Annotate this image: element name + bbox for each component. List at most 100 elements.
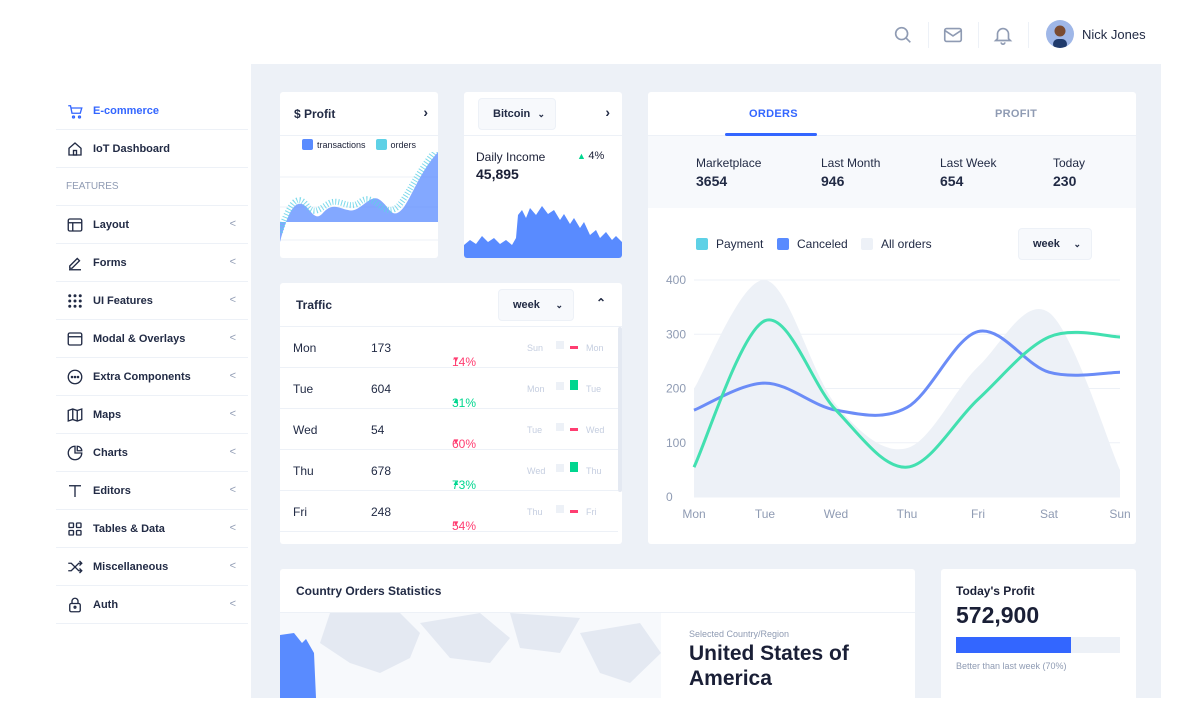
- sidebar-item-label: Maps: [93, 408, 122, 421]
- sidebar-item-miscellaneous[interactable]: Miscellaneous <: [56, 548, 248, 586]
- sidebar-item-editors[interactable]: Editors <: [56, 472, 248, 510]
- chevron-left-icon: <: [229, 560, 236, 572]
- sidebar-item-maps[interactable]: Maps <: [56, 396, 248, 434]
- stat-label: Last Week: [940, 156, 997, 170]
- sidebar-item-label: Layout: [93, 218, 130, 231]
- stat-label: Today: [1053, 156, 1086, 170]
- today-profit-card: Today's Profit 572,900 Better than last …: [941, 569, 1136, 698]
- x-tick-label: Tue: [755, 507, 776, 521]
- chevron-left-icon: <: [229, 370, 236, 382]
- sidebar-item-label: Auth: [93, 598, 119, 611]
- today-profit-value: 572,900: [956, 602, 1040, 628]
- y-tick-label: 0: [666, 490, 673, 504]
- x-tick-label: Wed: [824, 507, 848, 521]
- traffic-cur-day: Fri: [586, 507, 597, 517]
- header-divider: [928, 22, 929, 48]
- sidebar-item-charts[interactable]: Charts <: [56, 434, 248, 472]
- sidebar-item-extra-components[interactable]: Extra Components <: [56, 358, 248, 396]
- chevron-up-icon[interactable]: ⌃: [596, 296, 607, 310]
- table-row[interactable]: Tue 604 ▲ 31% Mon Tue: [280, 368, 618, 410]
- sidebar-item-e-commerce[interactable]: E-commerce: [56, 92, 248, 130]
- chevron-left-icon: <: [229, 218, 236, 230]
- sidebar-item-label: Editors: [93, 484, 131, 497]
- traffic-period-select[interactable]: week ⌄: [498, 289, 574, 321]
- sidebar-item-forms[interactable]: Forms <: [56, 244, 248, 282]
- sidebar-item-label: Modal & Overlays: [93, 332, 186, 345]
- arrow-up-icon: ▲: [452, 478, 460, 487]
- sidebar-item-auth[interactable]: Auth <: [56, 586, 248, 624]
- home-icon: [66, 140, 84, 158]
- traffic-card: Traffic week ⌄ ⌃ Mon 173 ▼ 14% Sun Mon Tue 604 ▲…: [280, 283, 622, 544]
- orders-period-select[interactable]: week ⌄: [1018, 228, 1092, 260]
- table-row[interactable]: Mon 173 ▼ 14% Sun Mon: [280, 327, 618, 369]
- stat-value: 946: [821, 173, 845, 189]
- user-name[interactable]: Nick Jones: [1082, 27, 1146, 42]
- traffic-value: 54: [371, 423, 385, 437]
- cur-bar: [570, 428, 578, 431]
- legend-all-orders: All orders: [861, 237, 932, 251]
- sidebar-item-label: Miscellaneous: [93, 560, 169, 573]
- orders-stats: Marketplace 3654 Last Month 946 Last Wee…: [648, 136, 1136, 208]
- table-row[interactable]: Wed 54 ▼ 60% Tue Wed: [280, 409, 618, 451]
- search-icon[interactable]: [892, 24, 914, 46]
- income-chart: [464, 206, 622, 258]
- tab-profit[interactable]: PROFIT: [995, 108, 1038, 120]
- arrow-down-icon: ▼: [452, 437, 460, 446]
- chevron-left-icon: <: [229, 484, 236, 496]
- coin-select-value: Bitcoin: [493, 108, 531, 120]
- avatar[interactable]: [1046, 20, 1074, 48]
- sidebar-item-modal-overlays[interactable]: Modal & Overlays <: [56, 320, 248, 358]
- stat-label: Marketplace: [696, 156, 762, 170]
- sidebar-item-layout[interactable]: Layout <: [56, 206, 248, 244]
- sidebar-item-ui-features[interactable]: UI Features <: [56, 282, 248, 320]
- traffic-value: 173: [371, 341, 392, 355]
- selected-region-label: Selected Country/Region: [689, 629, 790, 639]
- chevron-left-icon: <: [229, 256, 236, 268]
- cur-bar: [570, 346, 578, 349]
- country-card-header: Country Orders Statistics: [280, 569, 915, 613]
- cur-bar: [570, 380, 578, 390]
- legend-swatch: [861, 238, 873, 250]
- chevron-down-icon: ⌄: [537, 108, 545, 119]
- traffic-prev-day: Tue: [527, 425, 543, 435]
- sidebar-item-label: Extra Components: [93, 370, 191, 383]
- traffic-cur-day: Tue: [586, 384, 602, 394]
- sidebar-item-iot-dashboard[interactable]: IoT Dashboard: [56, 130, 248, 168]
- tab-orders[interactable]: ORDERS: [749, 108, 798, 120]
- bell-icon[interactable]: [992, 24, 1014, 46]
- traffic-day: Fri: [293, 505, 307, 519]
- lock-icon: [66, 596, 84, 614]
- chevron-left-icon: <: [229, 446, 236, 458]
- table-row[interactable]: Fri 248 ▼ 54% Thu Fri: [280, 491, 618, 533]
- browser-icon: [66, 330, 84, 348]
- coin-select[interactable]: Bitcoin ⌄: [478, 98, 556, 130]
- sidebar-item-tables-data[interactable]: Tables & Data <: [56, 510, 248, 548]
- series-line-canceled: [693, 329, 1121, 417]
- profit-title: $ Profit: [294, 106, 336, 121]
- shuffle-icon: [66, 558, 84, 576]
- chevron-left-icon: <: [229, 294, 236, 306]
- orders-swatch: [375, 139, 387, 150]
- cur-bar: [570, 510, 578, 513]
- traffic-scrollbar[interactable]: [618, 327, 622, 492]
- stat-value: 654: [940, 173, 964, 189]
- prev-bar: [556, 464, 564, 472]
- layout-icon: [66, 216, 84, 234]
- x-tick-label: Sat: [1040, 507, 1059, 521]
- arrow-down-icon: ▼: [452, 519, 460, 528]
- x-tick-label: Fri: [971, 507, 985, 521]
- traffic-cur-day: Wed: [586, 425, 605, 435]
- profit-next-arrow[interactable]: ›: [423, 104, 428, 120]
- bitcoin-next-arrow[interactable]: ›: [605, 104, 610, 120]
- legend-swatch: [777, 238, 789, 250]
- map-icon: [66, 406, 84, 424]
- country-name-line2: America: [689, 667, 772, 690]
- mail-icon[interactable]: [942, 24, 964, 46]
- table-row[interactable]: Thu 678 ▲ 73% Wed Thu: [280, 450, 618, 492]
- sidebar: E-commerce IoT Dashboard FEATURES Layout < Fo…: [56, 92, 248, 624]
- country-card: Country Orders Statistics Selected Count…: [280, 569, 915, 698]
- chevron-left-icon: <: [229, 332, 236, 344]
- world-map[interactable]: [280, 613, 661, 698]
- sidebar-item-label: Tables & Data: [93, 522, 165, 535]
- traffic-value: 248: [371, 505, 392, 519]
